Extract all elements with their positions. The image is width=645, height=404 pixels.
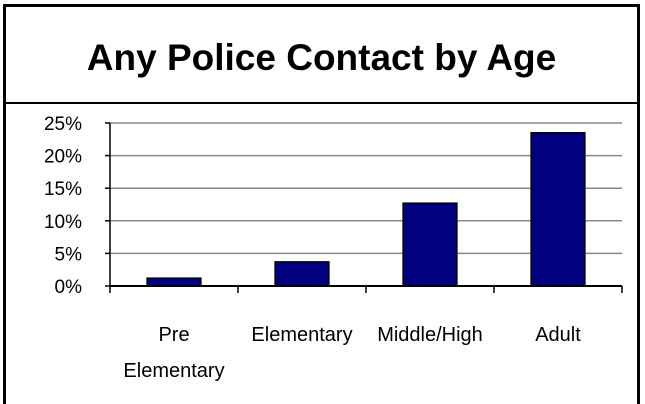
category-label: Elementary <box>123 360 224 382</box>
category-label: Middle/High <box>377 324 483 346</box>
category-label: Pre <box>158 324 189 346</box>
y-tick-label: 0% <box>55 277 83 298</box>
y-tick-label: 20% <box>44 147 82 168</box>
bar-1 <box>274 261 330 287</box>
y-tick-label: 5% <box>55 244 83 265</box>
bar-2 <box>402 202 458 287</box>
category-label: Adult <box>535 324 581 346</box>
bar-3 <box>530 132 586 287</box>
y-tick-label: 10% <box>44 212 82 233</box>
y-tick-label: 25% <box>44 114 82 135</box>
bar-0 <box>146 277 202 287</box>
chart-title: Any Police Contact by Age <box>86 36 557 78</box>
title-bar: Any Police Contact by Age <box>6 7 637 104</box>
category-label: Elementary <box>251 324 352 346</box>
y-tick-label: 15% <box>44 179 82 200</box>
